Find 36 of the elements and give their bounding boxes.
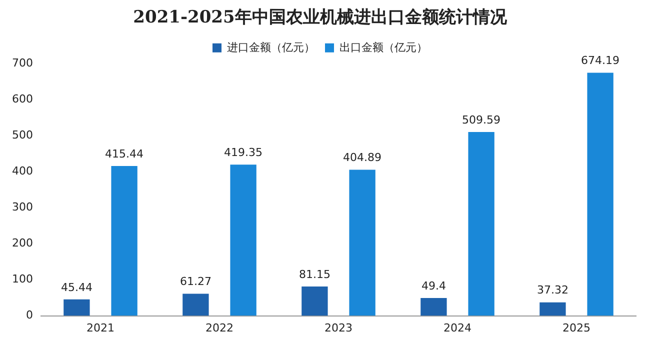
bar <box>420 298 447 316</box>
data-label: 404.89 <box>343 151 382 164</box>
y-tick-label: 500 <box>12 128 33 142</box>
x-tick-label: 2021 <box>86 321 114 334</box>
data-label: 45.44 <box>60 280 92 294</box>
x-tick-label: 2022 <box>205 321 234 334</box>
data-label: 419.35 <box>224 146 263 159</box>
y-tick-label: 300 <box>12 200 33 214</box>
y-tick-label: 600 <box>12 92 33 106</box>
x-tick-label: 2023 <box>324 321 352 334</box>
data-label: 61.27 <box>180 275 212 288</box>
y-tick-label: 200 <box>12 236 33 250</box>
bar <box>468 132 494 316</box>
data-label: 37.32 <box>536 284 568 297</box>
bar <box>587 72 614 316</box>
chart-title: 2021-2025年中国农业机械进出口金额统计情况 <box>133 8 508 28</box>
y-tick-label: 100 <box>12 272 33 286</box>
data-label: 415.44 <box>105 147 144 160</box>
y-tick-label: 400 <box>12 164 33 178</box>
bar <box>64 299 90 316</box>
x-tick-label: 2024 <box>444 321 472 334</box>
bar <box>111 166 138 316</box>
data-label: 674.19 <box>581 54 620 68</box>
legend-label: 出口金额（亿元） <box>340 40 428 54</box>
bar <box>302 286 328 316</box>
bar <box>349 170 376 316</box>
legend-label: 进口金额（亿元） <box>227 40 315 54</box>
bar <box>540 302 566 316</box>
data-label: 81.15 <box>298 268 330 281</box>
y-tick-label: 0 <box>26 308 33 322</box>
bar <box>182 294 209 316</box>
data-label: 509.59 <box>462 113 501 126</box>
bar <box>230 164 256 316</box>
x-tick-label: 2025 <box>562 321 590 334</box>
data-label: 49.4 <box>421 279 446 292</box>
y-tick-label: 700 <box>12 56 33 70</box>
